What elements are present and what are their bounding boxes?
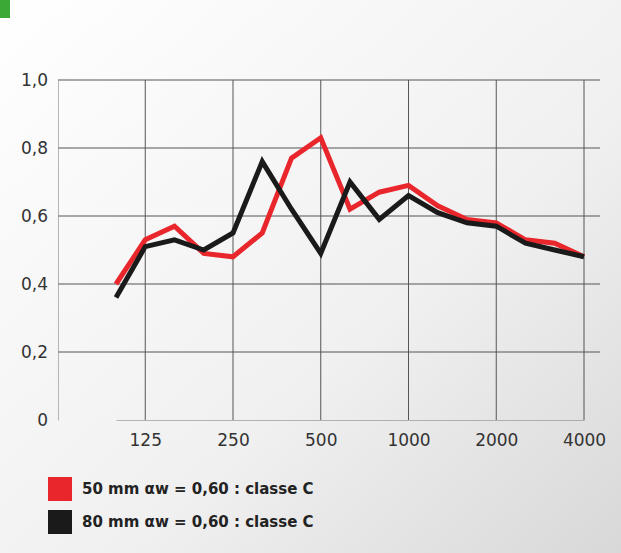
y-tick-label: 0,6	[21, 206, 48, 226]
y-tick: 0,8	[21, 138, 58, 158]
grid-line	[496, 80, 497, 420]
x-tick: 1000	[387, 420, 430, 450]
legend: 50 mm αw = 0,60 : classe C 80 mm αw = 0,6…	[48, 477, 314, 534]
grid-line	[58, 216, 600, 217]
legend-swatch	[48, 510, 72, 534]
legend-label: 50 mm αw = 0,60 : classe C	[82, 480, 314, 498]
grid-line	[58, 284, 600, 285]
x-tick: 125	[130, 420, 162, 450]
grid-line	[58, 148, 600, 149]
series-line	[116, 138, 584, 284]
y-tick-label: 1,0	[21, 70, 48, 90]
y-tick-label: 0	[37, 410, 48, 430]
y-tick-label: 0,4	[21, 274, 48, 294]
x-tick-label: 1000	[387, 430, 430, 450]
grid-line	[58, 352, 600, 353]
y-tick-label: 0,2	[21, 342, 48, 362]
background	[0, 0, 621, 553]
corner-mark	[0, 0, 10, 18]
x-tick: 500	[305, 420, 337, 450]
series-line	[116, 162, 584, 298]
x-tick-label: 125	[130, 430, 162, 450]
x-tick-label: 250	[217, 430, 249, 450]
chart: 0 0,2 0,4 0,6 0,8 1,0 125 250 500 1000 2000 4000 50 …	[0, 0, 621, 553]
x-axis-line	[117, 420, 585, 421]
x-tick: 2000	[475, 420, 518, 450]
x-tick-label: 500	[305, 430, 337, 450]
y-axis-line	[58, 81, 59, 421]
y-tick: 0,4	[21, 274, 58, 294]
x-tick-label: 2000	[475, 430, 518, 450]
y-tick: 0,2	[21, 342, 58, 362]
y-tick-label: 0,8	[21, 138, 48, 158]
y-tick: 0	[37, 410, 58, 430]
y-axis: 0 0,2 0,4 0,6 0,8 1,0	[21, 70, 59, 430]
grid-line	[584, 80, 585, 420]
plot-area	[116, 138, 584, 298]
x-axis: 125 250 500 1000 2000 4000	[117, 420, 607, 450]
grid-line	[58, 80, 600, 81]
x-tick: 250	[217, 420, 249, 450]
legend-label: 80 mm αw = 0,60 : classe C	[82, 513, 314, 531]
y-tick: 1,0	[21, 70, 58, 90]
y-tick: 0,6	[21, 206, 58, 226]
x-tick-label: 4000	[563, 430, 606, 450]
legend-swatch	[48, 477, 72, 501]
grid-line	[408, 80, 409, 420]
grid	[58, 80, 600, 420]
grid-line	[233, 80, 234, 420]
x-tick: 4000	[563, 420, 606, 450]
